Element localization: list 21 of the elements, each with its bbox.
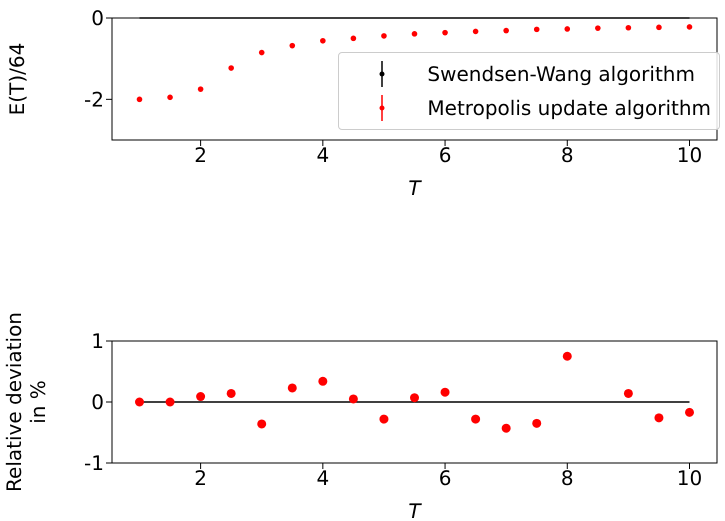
x-tick-label: 2 [194,143,207,168]
y-tick-label: -2 [84,87,104,112]
y-axis-title: Relative deviation in % [2,312,50,492]
y-axis-title: E(T)/64 [5,42,29,116]
y-tick-label: 1 [91,329,104,354]
y-tick-label: -1 [84,451,104,476]
x-axis-title: T [408,176,422,200]
x-tick-label: 6 [438,466,452,490]
x-tick-label: 4 [316,466,330,490]
x-tick-label: 10 [676,466,702,490]
legend-label: Swendsen-Wang algorithm [427,62,695,86]
x-tick-label: 8 [560,466,574,490]
x-axis-title: T [408,499,422,521]
y-tick-label: 0 [91,6,104,30]
x-tick-label: 6 [438,143,452,168]
x-tick-label: 8 [560,143,574,168]
legend-label: Metropolis update algorithm [427,96,711,120]
x-tick-label: 10 [676,143,702,168]
x-tick-label: 2 [194,466,207,490]
x-tick-label: 4 [316,143,330,168]
y-tick-label: 0 [91,390,104,414]
